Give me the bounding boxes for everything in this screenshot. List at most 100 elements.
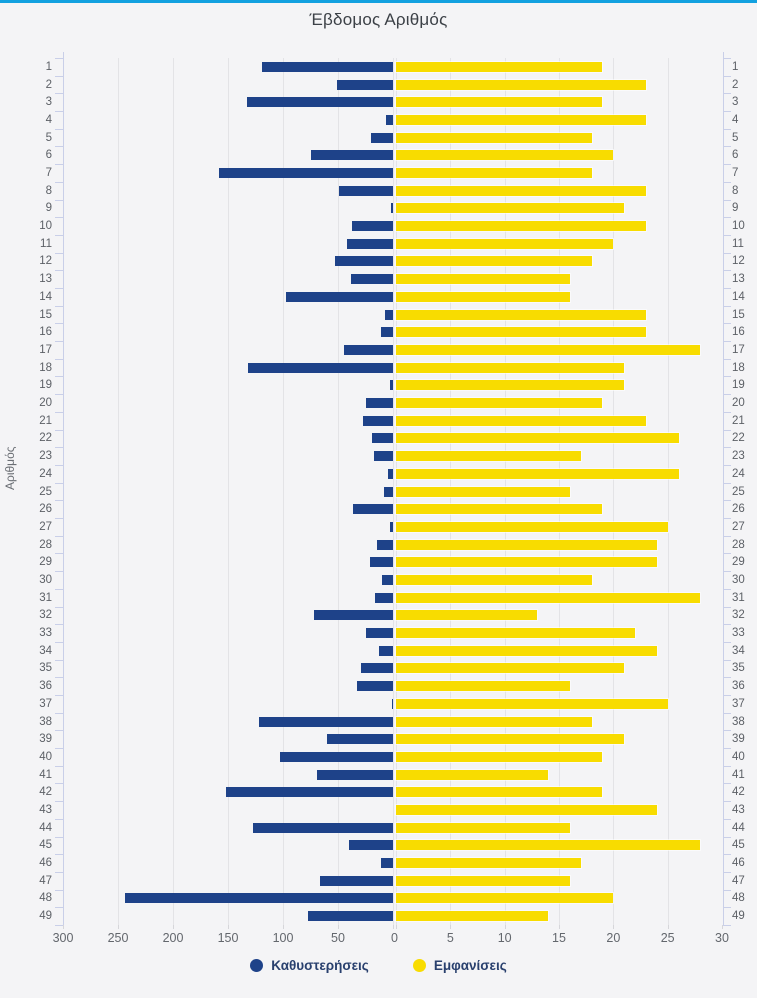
left-category-tick (55, 871, 63, 873)
delay-bar (353, 504, 393, 515)
delay-bar (382, 574, 393, 585)
category-label-right: 10 (732, 220, 745, 233)
left-category-tick (55, 164, 63, 166)
category-label-left: 44 (39, 821, 52, 834)
delay-bar (124, 893, 393, 904)
right-category-tick (723, 854, 731, 856)
left-axis-tick (393, 925, 394, 929)
right-category-tick (723, 553, 731, 555)
category-label-left: 6 (45, 149, 52, 162)
right-category-tick (723, 199, 731, 201)
category-label-left: 20 (39, 397, 52, 410)
category-label-right: 29 (732, 556, 745, 569)
category-label-left: 7 (45, 167, 52, 179)
category-label-right: 43 (732, 803, 745, 816)
left-category-tick (55, 482, 63, 484)
right-category-tick (723, 394, 731, 396)
left-category-tick (55, 694, 63, 696)
x-axis-label-right: 30 (715, 931, 729, 945)
appearance-bar (396, 787, 603, 798)
left-axis-tick (228, 925, 229, 929)
delay-bar (310, 150, 393, 161)
category-label-left: 3 (45, 96, 52, 109)
category-label-right: 24 (732, 467, 745, 480)
category-label-left: 16 (39, 326, 52, 339)
appearance-bar (396, 433, 679, 444)
legend-item-appearances[interactable]: Εμφανίσεις (412, 958, 507, 973)
x-axis-label-right: 10 (497, 931, 512, 945)
delay-bar (313, 610, 393, 621)
legend-item-delays[interactable]: Καθυστερήσεις (250, 958, 369, 973)
left-category-tick (55, 624, 63, 626)
appearance-bar (396, 61, 603, 72)
category-label-left: 28 (39, 538, 52, 551)
category-label-right: 15 (732, 308, 745, 321)
x-axis-label-left: 300 (52, 931, 74, 945)
category-label-left: 41 (39, 768, 52, 781)
delay-bar (219, 168, 393, 178)
category-label-right: 31 (732, 591, 745, 604)
category-label-left: 27 (39, 520, 52, 533)
category-label-right: 44 (732, 821, 745, 834)
appearance-bar (396, 716, 592, 727)
right-category-tick (723, 429, 731, 431)
delay-bar (349, 840, 393, 851)
right-category-tick (723, 624, 731, 626)
right-category-axis (723, 52, 724, 925)
left-category-tick (55, 677, 63, 679)
category-label-left: 13 (39, 273, 52, 286)
left-category-tick (55, 411, 63, 413)
appearance-bar (396, 97, 603, 108)
delay-bar (375, 592, 393, 603)
category-label-left: 22 (39, 432, 52, 445)
appearance-bar (396, 451, 581, 462)
category-label-right: 39 (732, 733, 745, 746)
delay-bar (387, 468, 393, 479)
delay-bar (384, 486, 393, 497)
category-label-left: 11 (40, 237, 52, 250)
left-category-tick (55, 659, 63, 661)
appearance-bar (396, 840, 701, 851)
right-category-tick (723, 500, 731, 502)
left-category-tick (55, 571, 63, 573)
right-category-tick (723, 358, 731, 360)
category-label-right: 37 (732, 697, 745, 710)
delay-bar (317, 769, 393, 780)
right-category-tick (723, 871, 731, 873)
delay-bar (386, 114, 393, 125)
category-label-right: 13 (732, 273, 745, 286)
right-category-tick (723, 588, 731, 590)
appearance-bar (396, 574, 592, 585)
delay-bar (361, 663, 393, 674)
appearance-bar (396, 734, 625, 745)
left-category-tick (55, 58, 63, 59)
category-label-right: 38 (732, 715, 745, 728)
category-label-right: 47 (732, 874, 745, 887)
left-category-tick (55, 128, 63, 130)
x-axis-label-right: 25 (660, 931, 675, 945)
appearance-bar (396, 168, 592, 178)
right-category-tick (723, 518, 731, 520)
appearance-bar (396, 132, 592, 143)
top-accent-bar (0, 0, 757, 3)
left-gridline (283, 58, 284, 925)
right-category-tick (723, 641, 731, 643)
category-label-left: 5 (45, 131, 52, 144)
left-gridline (173, 58, 174, 925)
left-category-tick (55, 801, 63, 803)
appearance-bar (396, 415, 646, 426)
category-label-left: 35 (39, 662, 52, 675)
category-label-left: 26 (39, 503, 52, 516)
appearance-bar (396, 150, 614, 161)
x-axis-label-left: 250 (107, 931, 129, 945)
category-label-right: 46 (732, 857, 745, 870)
category-label-right: 35 (732, 662, 745, 675)
category-label-right: 32 (732, 609, 745, 622)
left-category-tick (55, 925, 63, 926)
right-category-tick (723, 748, 731, 750)
right-axis-tick (613, 925, 615, 929)
category-label-right: 9 (732, 202, 739, 215)
category-label-left: 32 (39, 609, 52, 622)
right-category-tick (723, 217, 731, 219)
right-category-tick (723, 889, 731, 891)
